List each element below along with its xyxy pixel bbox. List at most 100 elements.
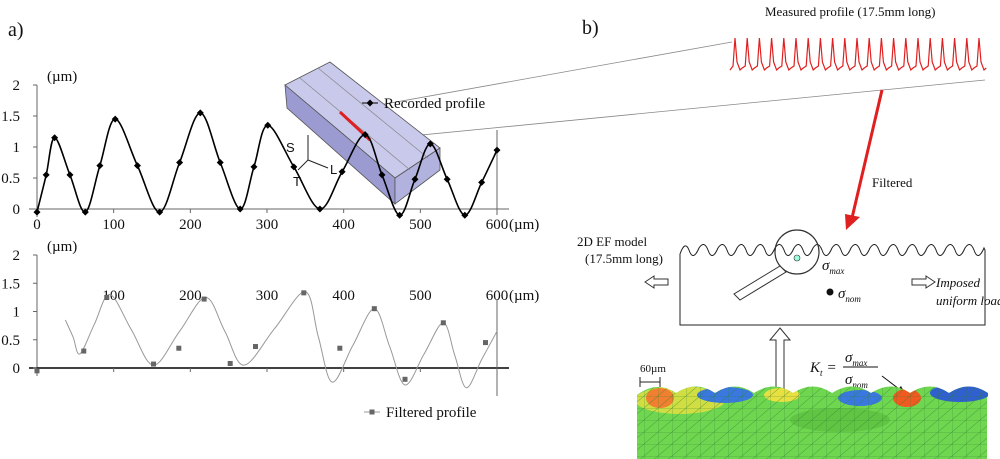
- y-tick-label: 1: [13, 140, 21, 156]
- load-arrow: [644, 275, 669, 289]
- marker: [402, 376, 408, 382]
- x-tick-label: 100: [102, 288, 125, 304]
- sigma: σ: [845, 350, 853, 366]
- x-tick-label: 200: [179, 217, 202, 233]
- y-tick-label: 0: [13, 361, 21, 377]
- x-axis-label: (µm): [509, 217, 539, 233]
- marker: [96, 162, 104, 170]
- marker: [176, 159, 184, 166]
- axis-label: S: [286, 140, 295, 155]
- y-tick-label: 1.5: [1, 276, 20, 292]
- marker: [461, 211, 469, 219]
- marker: [396, 211, 404, 219]
- series-line: [64, 291, 498, 389]
- kt-symbol: K: [809, 360, 821, 376]
- marker: [111, 115, 119, 123]
- marker: [361, 131, 369, 139]
- marker: [66, 171, 74, 179]
- marker: [196, 109, 204, 117]
- y-tick-label: 0.5: [1, 171, 20, 187]
- model-label: (17.5mm long): [585, 251, 663, 266]
- marker: [250, 163, 258, 171]
- axis-label: T: [293, 174, 301, 189]
- kt-sub: t: [820, 368, 823, 378]
- marker: [443, 175, 451, 183]
- sigma-nom: σnom: [838, 286, 861, 304]
- marker: [338, 168, 346, 176]
- scale-bar: [639, 377, 661, 387]
- y-tick-label: 1.5: [1, 109, 20, 125]
- marker: [316, 205, 324, 213]
- marker: [253, 344, 258, 350]
- fe-model: [679, 244, 986, 326]
- y-axis-label: (µm): [47, 239, 77, 255]
- measured-profile-label: Measured profile (17.5mm long): [765, 4, 935, 19]
- marker: [290, 163, 298, 171]
- marker: [378, 171, 386, 179]
- marker: [493, 146, 501, 154]
- marker: [104, 294, 110, 300]
- marker: [51, 134, 59, 142]
- marker: [478, 178, 486, 186]
- marker: [176, 345, 182, 351]
- marker: [366, 99, 374, 107]
- marker: [201, 296, 207, 302]
- marker: [227, 360, 233, 366]
- measured-profile: [729, 37, 987, 72]
- kt-eq: =: [827, 360, 837, 376]
- x-tick-label: 600: [486, 288, 509, 304]
- sigma-sub: nom: [852, 380, 868, 390]
- max-stress-point: [793, 254, 801, 262]
- leader-line: [339, 41, 733, 113]
- y-axis-label: (µm): [47, 69, 77, 85]
- marker: [483, 340, 488, 346]
- x-tick-label: 400: [332, 217, 355, 233]
- kt-num: σmax: [845, 350, 867, 368]
- marker: [371, 306, 377, 312]
- marker: [133, 162, 141, 170]
- magnifier: [774, 229, 820, 275]
- x-axis-label: (µm): [509, 288, 539, 304]
- load-label: uniform load: [936, 293, 1000, 308]
- marker: [236, 205, 244, 213]
- marker: [151, 361, 157, 367]
- x-tick-label: 500: [409, 217, 432, 233]
- kt: Kt =: [809, 360, 837, 378]
- filter-arrow-head: [845, 214, 860, 230]
- fe-mesh: [637, 386, 988, 459]
- load-arrow: [911, 275, 936, 289]
- magnifier-handle: [733, 265, 787, 301]
- marker: [369, 409, 375, 415]
- y-tick-label: 1: [13, 305, 21, 321]
- filter-arrow: [850, 89, 884, 219]
- load-label: Imposed: [935, 275, 981, 290]
- marker: [33, 208, 41, 216]
- marker: [440, 320, 446, 326]
- diagram: Measured profile (17.5mm long) S L T Fil…: [284, 4, 1000, 459]
- sigma-sub: max: [852, 358, 867, 368]
- nominal-point: [826, 288, 834, 296]
- marker: [216, 159, 224, 166]
- plate-ridge: [317, 67, 429, 159]
- marker: [264, 121, 272, 129]
- marker: [301, 290, 307, 296]
- scale-label: 60µm: [640, 363, 666, 375]
- y-tick-label: 2: [13, 78, 21, 94]
- axis-label: L: [330, 162, 337, 177]
- leader-line: [369, 79, 986, 141]
- x-tick-label: 400: [332, 288, 355, 304]
- sigma-sub: max: [829, 266, 844, 276]
- marker: [81, 208, 89, 216]
- panel-label: a): [8, 19, 24, 41]
- marker: [156, 208, 164, 216]
- marker: [42, 171, 50, 179]
- filtered-label: Filtered: [872, 175, 913, 190]
- marker: [426, 140, 434, 148]
- legend-label: Filtered profile: [386, 405, 477, 421]
- x-tick-label: 200: [179, 288, 202, 304]
- sigma: σ: [845, 372, 853, 388]
- sigma: σ: [822, 258, 830, 274]
- sigma-sub: nom: [845, 294, 861, 304]
- y-tick-label: 0: [13, 202, 21, 218]
